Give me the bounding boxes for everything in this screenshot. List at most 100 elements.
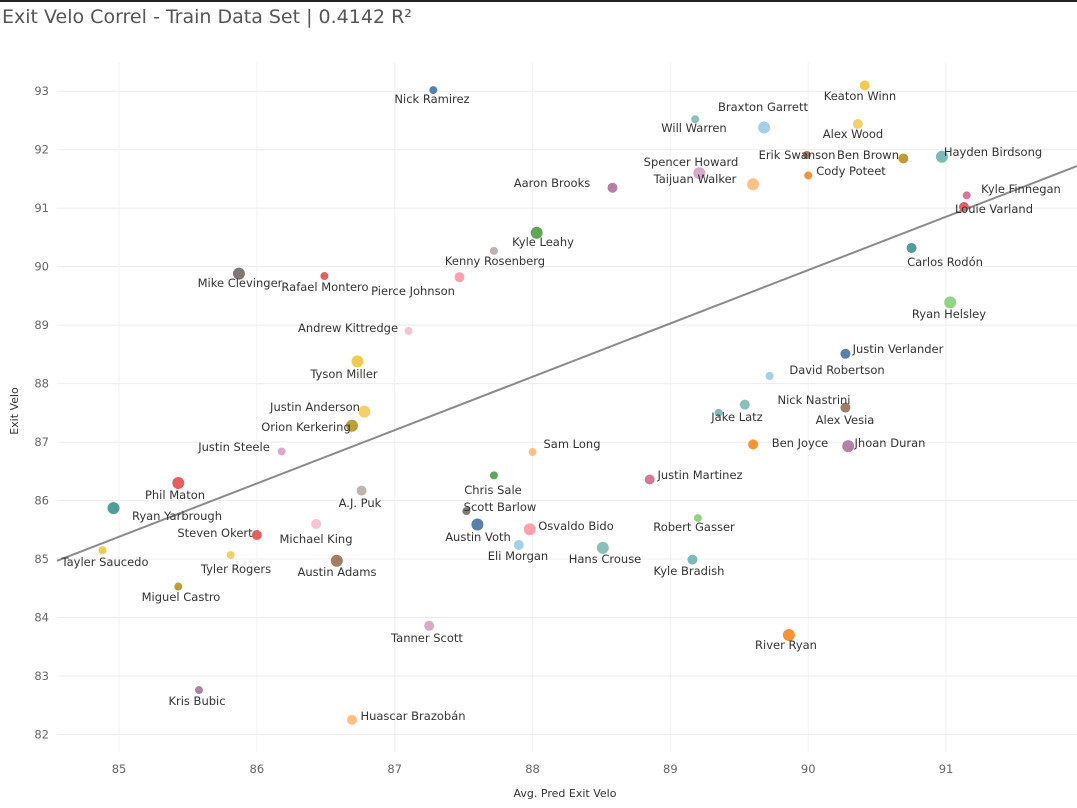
point-marker[interactable]	[98, 546, 107, 555]
point-marker[interactable]	[765, 372, 774, 381]
point-label: Phil Maton	[145, 488, 205, 502]
point-marker[interactable]	[523, 523, 536, 536]
point-marker[interactable]	[345, 419, 358, 432]
point-marker[interactable]	[404, 326, 413, 335]
point-marker[interactable]	[471, 518, 484, 531]
point-label: Nick Ramirez	[394, 92, 469, 106]
point-marker[interactable]	[758, 121, 771, 134]
x-tick-label: 89	[663, 762, 678, 776]
point-label: A.J. Puk	[339, 496, 382, 510]
point-label: Kenny Rosenberg	[445, 254, 545, 268]
y-axis-label: Exit Velo	[8, 387, 21, 435]
point-marker[interactable]	[693, 514, 702, 523]
point-marker[interactable]	[748, 439, 759, 450]
top-border	[0, 0, 1077, 2]
point-marker[interactable]	[644, 474, 655, 485]
point-marker[interactable]	[714, 408, 723, 417]
point-label: Louie Varland	[955, 202, 1033, 216]
point-marker[interactable]	[530, 226, 543, 239]
point-label: David Robertson	[789, 363, 884, 377]
y-tick-label: 91	[34, 201, 49, 215]
point-marker[interactable]	[489, 471, 498, 480]
point-marker[interactable]	[691, 115, 700, 124]
point-marker[interactable]	[277, 447, 286, 456]
y-tick-label: 84	[34, 611, 49, 625]
point-label: Robert Gasser	[653, 520, 735, 534]
point-marker[interactable]	[840, 402, 851, 413]
point-marker[interactable]	[320, 272, 329, 281]
point-marker[interactable]	[859, 80, 870, 91]
y-tick-label: 82	[34, 727, 49, 741]
point-marker[interactable]	[462, 507, 471, 516]
axis-ticks: 82 83 84 85 86 87 88 89 90 91 92 93 85 86 87 88 89 90 91	[34, 84, 953, 776]
point-marker[interactable]	[747, 178, 760, 191]
point-marker[interactable]	[172, 477, 185, 490]
point-marker[interactable]	[226, 550, 235, 559]
point-marker[interactable]	[330, 554, 343, 567]
point-label: Justin Verlander	[852, 342, 944, 356]
point-label: Pierce Johnson	[371, 284, 455, 298]
trend-line-path	[56, 165, 1077, 562]
point-label: Kris Bubic	[168, 694, 225, 708]
point-marker[interactable]	[804, 171, 813, 180]
point-label: Austin Adams	[297, 565, 376, 579]
point-label: Ben Joyce	[772, 436, 829, 450]
point-label: Osvaldo Bido	[538, 519, 614, 533]
point-label: Taijuan Walker	[653, 172, 737, 186]
y-tick-label: 89	[34, 318, 49, 332]
grid-lines	[57, 62, 1077, 752]
point-label: Ryan Yarbrough	[132, 509, 222, 523]
point-marker[interactable]	[739, 399, 750, 410]
point-marker[interactable]	[454, 272, 465, 283]
y-tick-label: 92	[34, 143, 49, 157]
point-label: Michael King	[279, 532, 352, 546]
point-marker[interactable]	[528, 448, 537, 457]
point-marker[interactable]	[842, 440, 855, 453]
point-marker[interactable]	[852, 118, 863, 129]
point-label: Justin Steele	[197, 440, 270, 454]
point-label: Kyle Finnegan	[981, 182, 1061, 196]
point-marker[interactable]	[194, 686, 203, 695]
point-marker[interactable]	[944, 296, 957, 309]
point-marker[interactable]	[962, 191, 971, 200]
point-marker[interactable]	[802, 150, 811, 159]
point-label: Cody Poteet	[816, 164, 886, 178]
point-label: Tayler Saucedo	[61, 555, 149, 569]
point-marker[interactable]	[906, 242, 917, 253]
point-label: Aaron Brooks	[514, 176, 590, 190]
point-marker[interactable]	[107, 502, 120, 515]
point-label: Ryan Helsley	[912, 307, 986, 321]
point-marker[interactable]	[429, 86, 438, 95]
point-label: Alex Vesia	[816, 413, 875, 427]
point-label: Eli Morgan	[488, 549, 548, 563]
point-marker[interactable]	[489, 246, 498, 255]
point-marker[interactable]	[782, 629, 795, 642]
point-marker[interactable]	[232, 267, 245, 280]
point-marker[interactable]	[596, 541, 609, 554]
point-label: Huascar Brazobán	[360, 709, 465, 723]
point-marker[interactable]	[356, 485, 367, 496]
x-axis-label: Avg. Pred Exit Velo	[514, 787, 617, 800]
point-marker[interactable]	[174, 582, 183, 591]
y-tick-label: 93	[34, 84, 49, 98]
point-label: Jake Latz	[710, 410, 762, 424]
point-marker[interactable]	[351, 355, 364, 368]
chart-title: Exit Velo Correl - Train Data Set | 0.41…	[2, 6, 412, 28]
point-marker[interactable]	[687, 554, 698, 565]
point-marker[interactable]	[607, 182, 618, 193]
point-marker[interactable]	[898, 153, 909, 164]
y-tick-label: 83	[34, 669, 49, 683]
point-label: Mike Clevinger	[198, 276, 283, 290]
point-marker[interactable]	[346, 714, 357, 725]
point-marker[interactable]	[358, 405, 371, 418]
point-marker[interactable]	[935, 150, 948, 163]
point-marker[interactable]	[840, 348, 851, 359]
point-marker[interactable]	[311, 518, 322, 529]
point-marker[interactable]	[513, 540, 524, 550]
point-marker[interactable]	[693, 167, 706, 180]
x-tick-label: 87	[387, 762, 402, 776]
point-marker[interactable]	[251, 530, 262, 541]
point-label: Miguel Castro	[142, 590, 221, 604]
point-marker[interactable]	[424, 620, 435, 631]
